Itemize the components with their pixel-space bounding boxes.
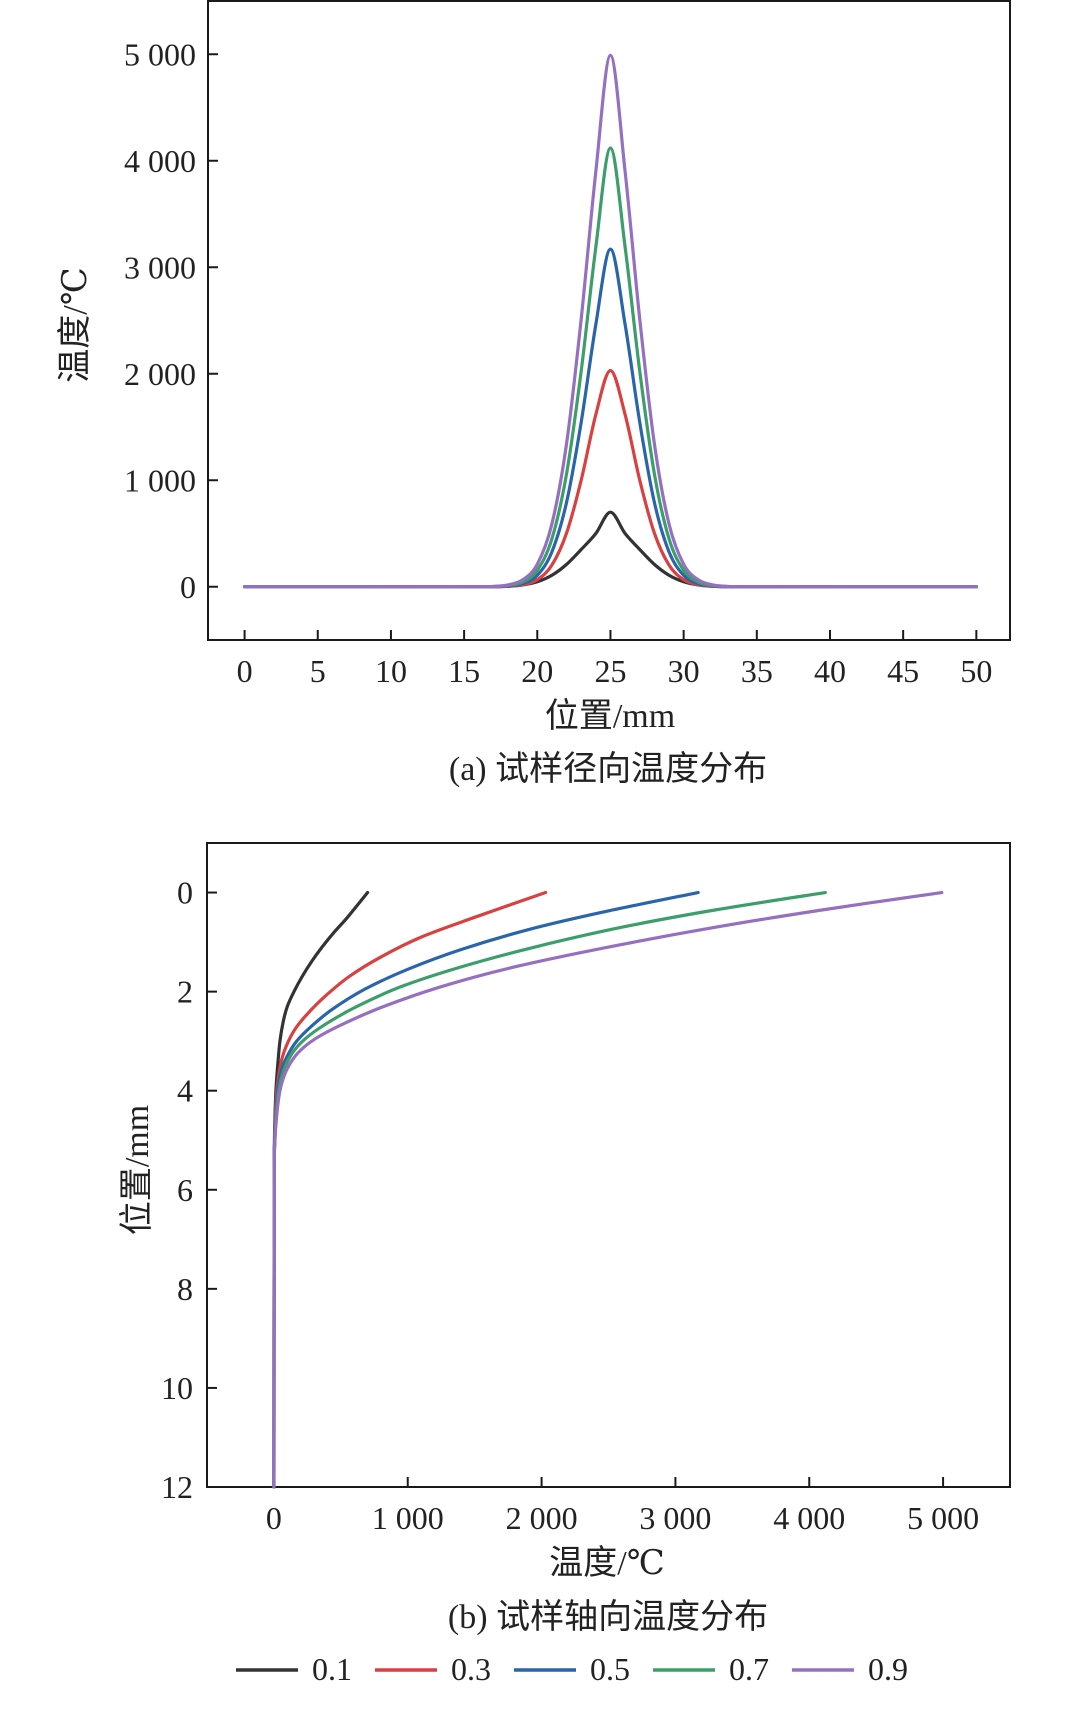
panel-a-x-tick-label: 25 xyxy=(594,653,626,689)
panel-b-series-line-0.7 xyxy=(272,890,827,1489)
panel-b-x-tick-label: 2 000 xyxy=(506,1500,578,1536)
panel-a-y-ticks: 0 1 000 2 000 3 000 4 000 5 000 xyxy=(124,36,218,605)
legend-label-0.5: 0.5 xyxy=(590,1651,630,1687)
panel-b-x-tick-label: 3 000 xyxy=(639,1500,711,1536)
panel-a-x-tick-label: 5 xyxy=(310,653,326,689)
panel-a-series-line-0.7 xyxy=(242,146,978,589)
panel-b-axial-chart: 0 2 4 6 8 10 12 0 1 000 2 000 3 000 4 000 5 000 温度/… xyxy=(118,842,1011,1636)
panel-b-x-ticks: 0 1 000 2 000 3 000 4 000 5 000 xyxy=(266,1477,979,1536)
panel-b-series-line-0.1 xyxy=(272,890,370,1489)
panel-a-series-line-0.3 xyxy=(242,368,978,589)
panel-a-x-tick-label: 10 xyxy=(375,653,407,689)
panel-b-caption: (b) 试样轴向温度分布 xyxy=(448,1598,768,1636)
panel-b-y-tick-label: 0 xyxy=(177,875,193,911)
panel-b-y-tick-label: 4 xyxy=(177,1073,193,1109)
panel-a-y-tick-label: 3 000 xyxy=(124,249,196,285)
panel-a-caption: (a) 试样径向温度分布 xyxy=(449,750,767,788)
panel-b-y-tick-label: 10 xyxy=(161,1370,193,1406)
panel-a-radial-chart: 0 1 000 2 000 3 000 4 000 5 000 0 5 10 15 20 25 30 3… xyxy=(56,0,1011,788)
panel-b-series-line-0.3 xyxy=(272,890,548,1489)
panel-a-series-line-0.9 xyxy=(242,53,978,589)
panel-a-x-tick-label: 0 xyxy=(237,653,253,689)
panel-a-x-tick-label: 20 xyxy=(521,653,553,689)
panel-b-series xyxy=(272,890,944,1489)
panel-b-plot-frame xyxy=(206,842,1011,1488)
panel-b-y-axis-label: 位置/mm xyxy=(118,1105,156,1235)
panel-a-y-tick-label: 4 000 xyxy=(124,143,196,179)
panel-a-plot-frame xyxy=(207,0,1011,641)
panel-b-series-line-0.5 xyxy=(272,890,700,1489)
panel-a-x-tick-label: 45 xyxy=(887,653,919,689)
panel-b-x-tick-label: 4 000 xyxy=(773,1500,845,1536)
panel-b-y-tick-label: 8 xyxy=(177,1271,193,1307)
panel-a-x-ticks: 0 5 10 15 20 25 30 35 40 45 50 xyxy=(237,630,992,689)
panel-b-y-ticks: 0 2 4 6 8 10 12 xyxy=(161,875,217,1505)
panel-a-x-tick-label: 15 xyxy=(448,653,480,689)
panel-b-x-tick-label: 0 xyxy=(266,1500,282,1536)
panel-a-x-tick-label: 50 xyxy=(960,653,992,689)
panel-a-series-line-0.5 xyxy=(242,247,978,589)
panel-b-x-tick-label: 1 000 xyxy=(372,1500,444,1536)
panel-a-y-tick-label: 0 xyxy=(180,569,196,605)
panel-a-x-axis-label: 位置/mm xyxy=(545,697,675,735)
panel-a-series-line-0.1 xyxy=(242,510,978,589)
panel-a-y-tick-label: 1 000 xyxy=(124,462,196,498)
panel-b-x-tick-label: 5 000 xyxy=(907,1500,979,1536)
legend: 0.1 0.3 0.5 0.7 0.9 xyxy=(236,1651,908,1687)
panel-a-y-tick-label: 2 000 xyxy=(124,356,196,392)
panel-b-y-tick-label: 2 xyxy=(177,974,193,1010)
legend-label-0.9: 0.9 xyxy=(868,1651,908,1687)
panel-a-x-tick-label: 30 xyxy=(668,653,700,689)
legend-label-0.7: 0.7 xyxy=(729,1651,769,1687)
legend-label-0.3: 0.3 xyxy=(451,1651,491,1687)
panel-a-y-axis-label: 温度/℃ xyxy=(56,267,94,382)
panel-b-y-tick-label: 6 xyxy=(177,1172,193,1208)
panel-a-x-tick-label: 35 xyxy=(741,653,773,689)
panel-b-series-line-0.9 xyxy=(272,890,944,1489)
panel-a-x-tick-label: 40 xyxy=(814,653,846,689)
legend-label-0.1: 0.1 xyxy=(312,1651,352,1687)
panel-a-series xyxy=(242,53,978,589)
panel-a-y-tick-label: 5 000 xyxy=(124,36,196,72)
panel-b-x-axis-label: 温度/℃ xyxy=(549,1544,664,1582)
panel-b-y-tick-label: 12 xyxy=(161,1469,193,1505)
